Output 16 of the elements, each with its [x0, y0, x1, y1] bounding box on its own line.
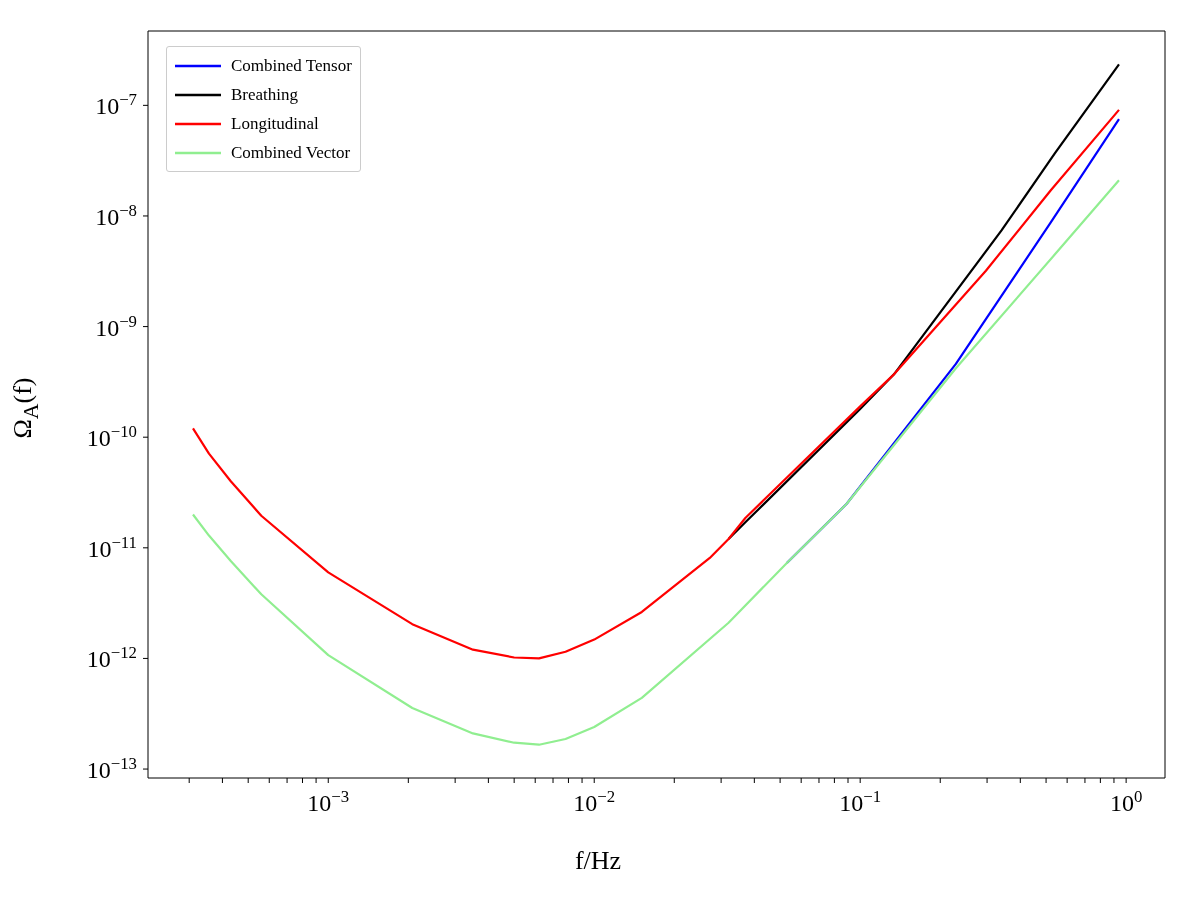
x-axis-title: f/Hz [574, 846, 622, 875]
legend-label: Combined Vector [231, 142, 351, 163]
y-tick-label: 10$^{−11}$ [87, 532, 137, 562]
legend-label: Longitudinal [231, 113, 319, 134]
y-tick-label: 10$^{−10}$ [86, 421, 137, 452]
y-tick-label: 10$^{−13}$ [86, 753, 137, 784]
x-tick-label: 10$^{−1}$ [839, 786, 882, 816]
x-tick-label: 10$^{−2}$ [573, 786, 616, 816]
y-tick-label: 10$^{−12}$ [86, 642, 137, 673]
y-tick-label: 10$^{−8}$ [95, 200, 137, 230]
legend-label: Combined Tensor [231, 55, 352, 76]
x-tick-label: 10$^{0}$ [1109, 786, 1143, 816]
legend-label: Breathing [231, 84, 299, 105]
y-tick-label: 10$^{−7}$ [95, 89, 137, 120]
y-tick-label: 10$^{−9}$ [95, 311, 137, 341]
x-tick-label: 10$^{−3}$ [307, 786, 350, 816]
